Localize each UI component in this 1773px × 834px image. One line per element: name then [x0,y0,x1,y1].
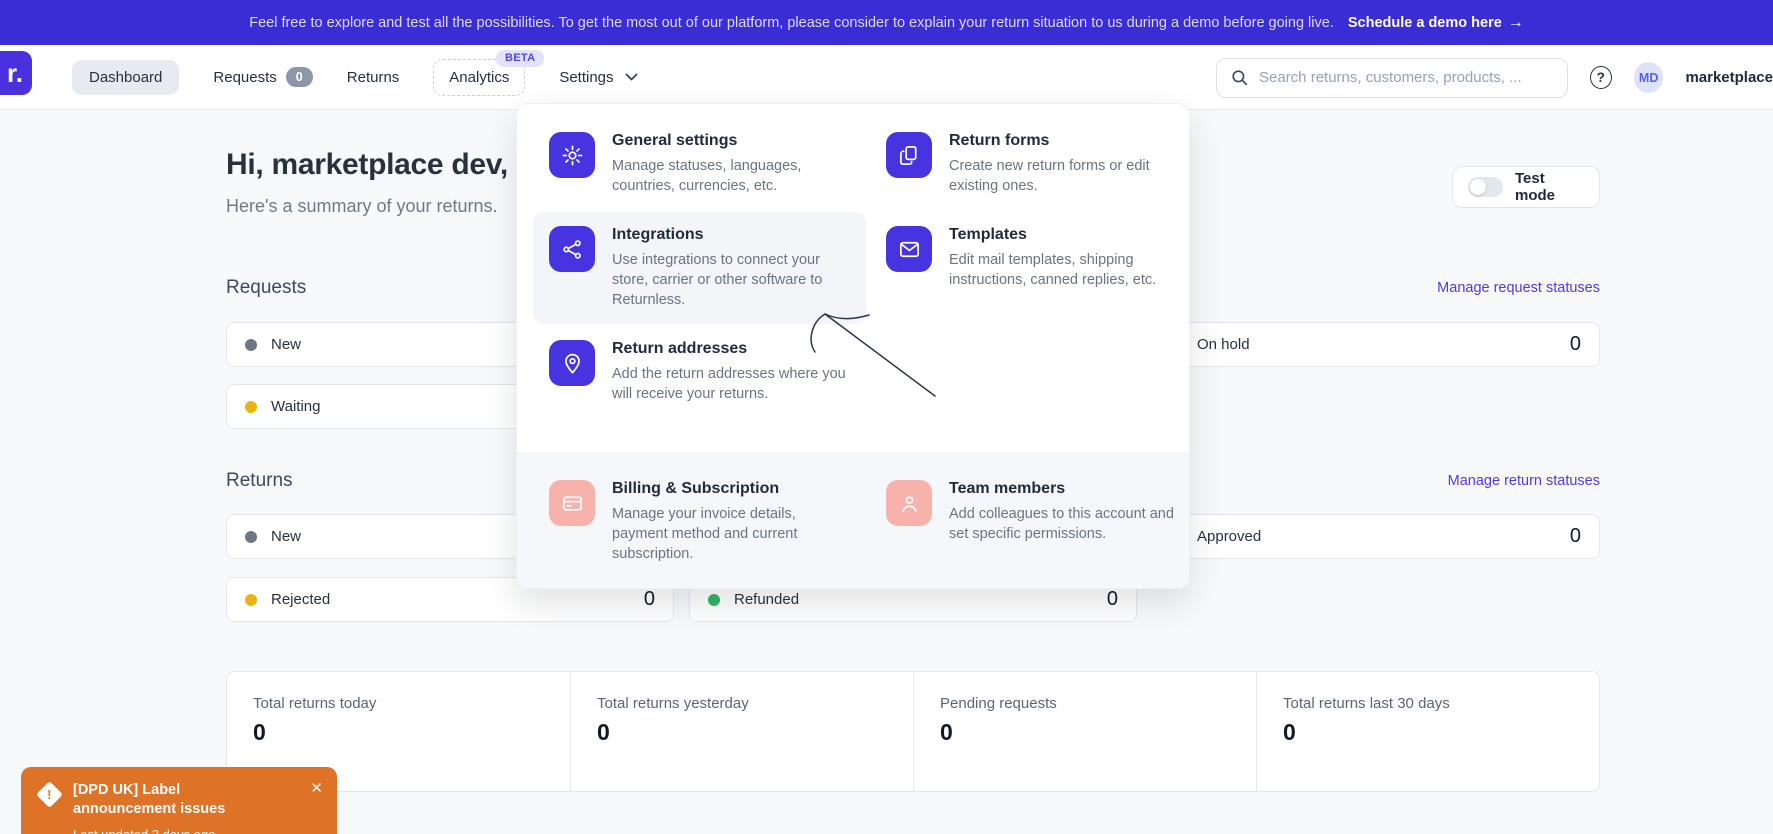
share-icon [549,226,595,272]
chevron-down-icon [625,73,638,81]
toast-title: [DPD UK] Label announcement issues [73,782,226,817]
nav-item-analytics[interactable]: Analytics BETA [433,49,545,96]
returns-section-header: Returns Manage return statuses [226,470,1600,492]
returns-title: Returns [226,470,293,491]
nav-item-requests[interactable]: Requests 0 [213,67,313,87]
test-mode-toggle[interactable]: Test mode [1452,166,1600,208]
toggle-switch[interactable] [1468,177,1503,197]
stat-pending-requests: Pending requests 0 [913,672,1256,791]
envelope-icon [886,226,932,272]
manage-return-statuses-link[interactable]: Manage return statuses [1447,473,1600,489]
nav-item-dashboard[interactable]: Dashboard [72,59,180,95]
status-dot-gray [245,338,257,351]
schedule-demo-link[interactable]: Schedule a demo here [1347,14,1502,31]
menu-item-team-members[interactable]: Team members Add colleagues to this acco… [870,466,1189,588]
menu-item-return-addresses[interactable]: Return addresses Add the return addresse… [533,326,866,418]
menu-item-billing-subscription[interactable]: Billing & Subscription Manage your invoi… [533,466,866,588]
menu-item-return-forms[interactable]: Return forms Create new return forms or … [870,118,1189,210]
stat-total-returns-yesterday: Total returns yesterday 0 [570,672,913,791]
requests-row-1: New On hold 0 [226,322,1600,367]
global-search[interactable] [1216,57,1568,98]
user-icon [886,480,932,526]
requests-count-badge: 0 [285,67,313,87]
map-pin-icon [549,340,595,386]
status-dot-yellow [245,593,257,606]
return-forms-icon [886,132,932,178]
requests-section-header: Requests Manage request statuses [226,277,1600,299]
toast-notification: ! [DPD UK] Label announcement issues Las… [21,767,337,834]
page-subtitle: Here's a summary of your returns. [226,196,498,216]
toast-subtitle: Last updated 3 days ago [73,827,283,834]
banner-text: Feel free to explore and test all the po… [249,14,1334,31]
settings-dropdown-menu: General settings Manage statuses, langua… [516,103,1190,589]
avatar[interactable]: MD [1633,62,1664,93]
status-card-returns-approved[interactable]: Approved 0 [1152,514,1600,559]
top-nav: r. Dashboard Requests 0 Returns Analytic… [0,45,1773,110]
gear-icon [549,132,595,178]
menu-item-templates[interactable]: Templates Edit mail templates, shipping … [870,212,1189,324]
menu-item-integrations[interactable]: Integrations Use integrations to connect… [533,212,866,324]
warning-icon: ! [36,781,63,808]
help-icon[interactable]: ? [1589,66,1612,89]
page-title: Hi, marketplace dev, [226,148,508,181]
search-input[interactable] [1259,69,1554,86]
manage-request-statuses-link[interactable]: Manage request statuses [1437,280,1600,296]
settings-dropdown-footer: Billing & Subscription Manage your invoi… [517,452,1189,588]
account-name[interactable]: marketplace [1685,69,1773,86]
stat-total-returns-30-days: Total returns last 30 days 0 [1256,672,1599,791]
status-dot-yellow [245,400,257,413]
test-mode-label: Test mode [1515,170,1556,204]
arrow-right-icon: → [1507,13,1524,31]
credit-card-icon [549,480,595,526]
stat-total-returns-today: Total returns today 0 [253,695,377,745]
nav-item-returns[interactable]: Returns [346,68,400,86]
beta-badge: BETA [496,49,545,67]
menu-item-general-settings[interactable]: General settings Manage statuses, langua… [533,118,866,210]
requests-title: Requests [226,277,307,298]
status-dot-gray [245,530,257,543]
search-icon [1230,68,1249,87]
app-logo[interactable]: r. [0,51,32,95]
stats-panel: Total returns today 0 Total returns yest… [226,671,1600,792]
nav-item-settings[interactable]: Settings [559,69,637,86]
close-icon[interactable]: ✕ [310,780,323,797]
announcement-banner: Feel free to explore and test all the po… [0,0,1773,45]
status-dot-green [708,593,720,606]
status-card-requests-on-hold[interactable]: On hold 0 [1152,322,1600,367]
